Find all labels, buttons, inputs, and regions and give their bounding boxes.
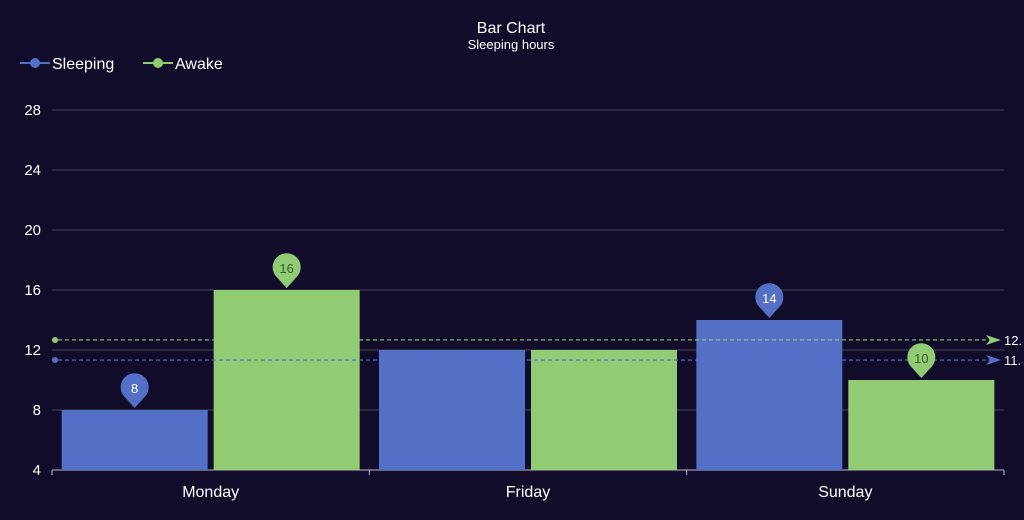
marker-pin [272,253,301,288]
bar-sleeping [379,350,525,470]
average-line-arrow [986,355,1001,366]
value-markers: 8 16 14 10 [120,253,936,408]
marker-pin [907,343,936,378]
bar-awake [848,380,995,470]
bar-sleeping [61,410,208,470]
legend-item-awake[interactable]: Awake [143,56,223,73]
y-tick-label: 24 [24,162,41,179]
marker-label: 10 [914,351,928,366]
value-marker: 14 [755,283,784,318]
x-tick-label: Sunday [818,484,872,501]
average-line-arrow [986,334,1001,345]
value-marker: 8 [120,373,149,408]
average-lines: 12.11. [52,333,1022,368]
y-tick-label: 12 [24,342,41,359]
average-line-label: 11. [1004,353,1021,368]
legend-marker [153,58,163,68]
y-tick-label: 4 [33,462,41,479]
bar-awake [213,290,360,470]
marker-label: 8 [131,381,138,396]
y-tick-label: 20 [24,222,41,239]
legend-label: Sleeping [52,56,114,73]
legend-item-sleeping[interactable]: Sleeping [20,56,114,73]
chart-subtitle: Sleeping hours [468,37,555,52]
bars [61,290,995,470]
axes: 4 8 12 16 20 24 28 Monday Friday Sunday [24,102,1005,501]
x-tick-label: Monday [182,484,239,501]
marker-label: 14 [762,291,776,306]
marker-pin [755,283,784,318]
bar-sleeping [696,320,843,470]
average-line-label: 12. [1004,333,1022,348]
grid-lines [52,109,1004,411]
y-tick-label: 28 [24,102,41,119]
average-line-start-dot [52,357,58,364]
average-line-start-dot [52,336,58,343]
value-marker: 10 [907,343,936,378]
y-tick-label: 16 [24,282,41,299]
value-marker: 16 [272,253,301,288]
chart-title: Bar Chart [477,20,546,37]
legend-marker [30,58,40,68]
marker-label: 16 [279,261,293,276]
bar-awake [531,350,677,470]
marker-pin [120,373,149,408]
x-tick-label: Friday [506,484,550,501]
legend[interactable]: Sleeping Awake [20,56,223,73]
legend-label: Awake [175,56,223,73]
y-tick-label: 8 [33,402,41,419]
